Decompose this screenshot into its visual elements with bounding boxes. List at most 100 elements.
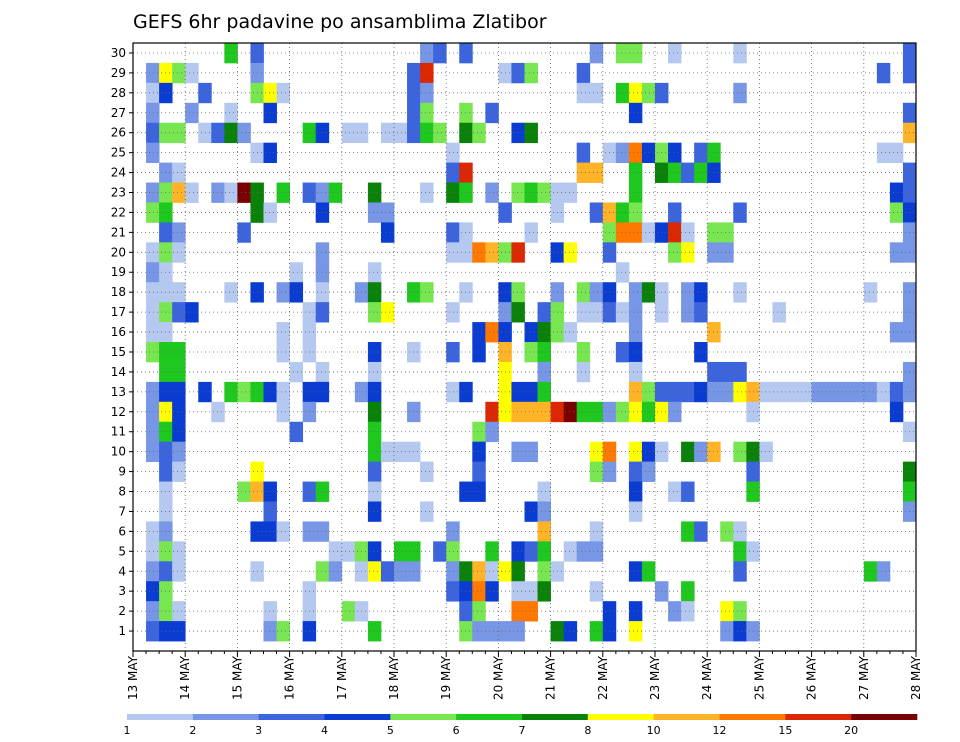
precip-cell [641,461,656,482]
precip-cell [146,202,160,223]
precip-cell [172,302,186,323]
precip-cell [785,381,799,403]
precip-cell [263,601,277,622]
precip-cell [146,541,160,562]
y-tick-label: 10 [111,445,126,459]
precip-cell [315,262,330,283]
precip-cell [563,541,578,562]
precip-cell [537,361,551,383]
precip-cell [263,142,277,163]
y-tick-label: 4 [118,564,126,578]
y-tick-label: 23 [111,186,126,200]
legend-label: 1 [124,724,131,737]
precip-cell [668,162,682,183]
precip-cell [367,541,382,562]
precip-cell [589,541,604,562]
precip-cell [733,43,747,64]
precip-cell [694,521,708,542]
precip-cell [628,102,643,124]
precip-cell [420,62,434,84]
y-tick-label: 3 [118,584,126,598]
precip-cell [472,561,486,582]
precip-cell [524,501,538,522]
precip-cell [224,182,238,203]
precip-cell [628,501,643,522]
precip-cell [328,541,343,562]
precip-cell [772,381,786,403]
precip-cell [146,242,160,263]
precip-cell [576,162,591,183]
precip-cell [628,142,643,163]
precip-cell [433,541,447,562]
precip-cell [472,581,486,602]
precip-cell [485,621,499,642]
precip-cell [733,541,747,562]
precip-cell [198,82,212,104]
precip-cell [394,541,408,562]
legend-label: 8 [584,724,591,737]
precip-cell [367,202,382,223]
precip-cell [576,82,591,104]
precip-cell [628,361,643,383]
precip-cell [863,282,878,303]
precip-cell [628,601,643,622]
precip-cell [641,222,656,243]
y-tick-label: 6 [118,524,126,538]
precip-cell [367,461,382,482]
y-tick-label: 7 [118,504,126,518]
precip-cell [276,621,290,642]
precip-cell [589,441,604,463]
precip-cell [446,302,460,323]
precip-cell [485,102,499,124]
precip-cell [224,43,238,64]
x-tick-label: 25 MAY [752,655,766,700]
precip-cell [889,142,904,163]
precip-cell [589,162,604,183]
precip-cell [889,182,904,203]
precip-cell [511,601,525,622]
precip-cell [446,381,460,403]
precip-cell [146,102,160,124]
precip-cell [537,342,551,363]
precip-cell [615,82,630,104]
precip-cell [485,242,499,263]
precip-cell [524,381,538,403]
precip-cell [394,441,408,463]
precip-cell [224,102,238,124]
legend-label: 2 [189,724,196,737]
precip-cell [472,122,486,144]
precip-cell [576,541,591,562]
precip-cell [589,461,604,482]
precip-cell [146,62,160,84]
precip-cell [563,242,578,263]
precip-cell [289,262,304,283]
precip-cell [263,501,277,522]
precip-cell [563,621,578,642]
precip-cell [237,122,251,144]
precip-cell [472,621,486,642]
y-tick-label: 18 [111,285,126,299]
legend-label: 12 [713,724,727,737]
precip-cell [628,222,643,243]
precip-cell [537,581,551,602]
precip-cell [641,381,656,403]
precip-cell [889,381,904,403]
precip-cell [185,102,199,124]
precip-cell [367,361,382,383]
precip-cell [472,242,486,263]
precip-cell [276,381,290,403]
precip-cell [733,561,747,582]
precip-cell [172,601,186,622]
precip-cell [694,142,708,163]
y-tick-label: 25 [111,146,126,160]
precip-cell [146,182,160,203]
precip-cell [681,581,695,602]
precip-cell [380,561,395,582]
precip-cell [628,322,643,343]
precip-cell [172,441,186,463]
precip-cell [185,302,199,323]
legend-swatch [324,714,391,720]
precip-cell [511,122,525,144]
precip-cell [615,202,630,223]
y-tick-label: 5 [118,544,126,558]
